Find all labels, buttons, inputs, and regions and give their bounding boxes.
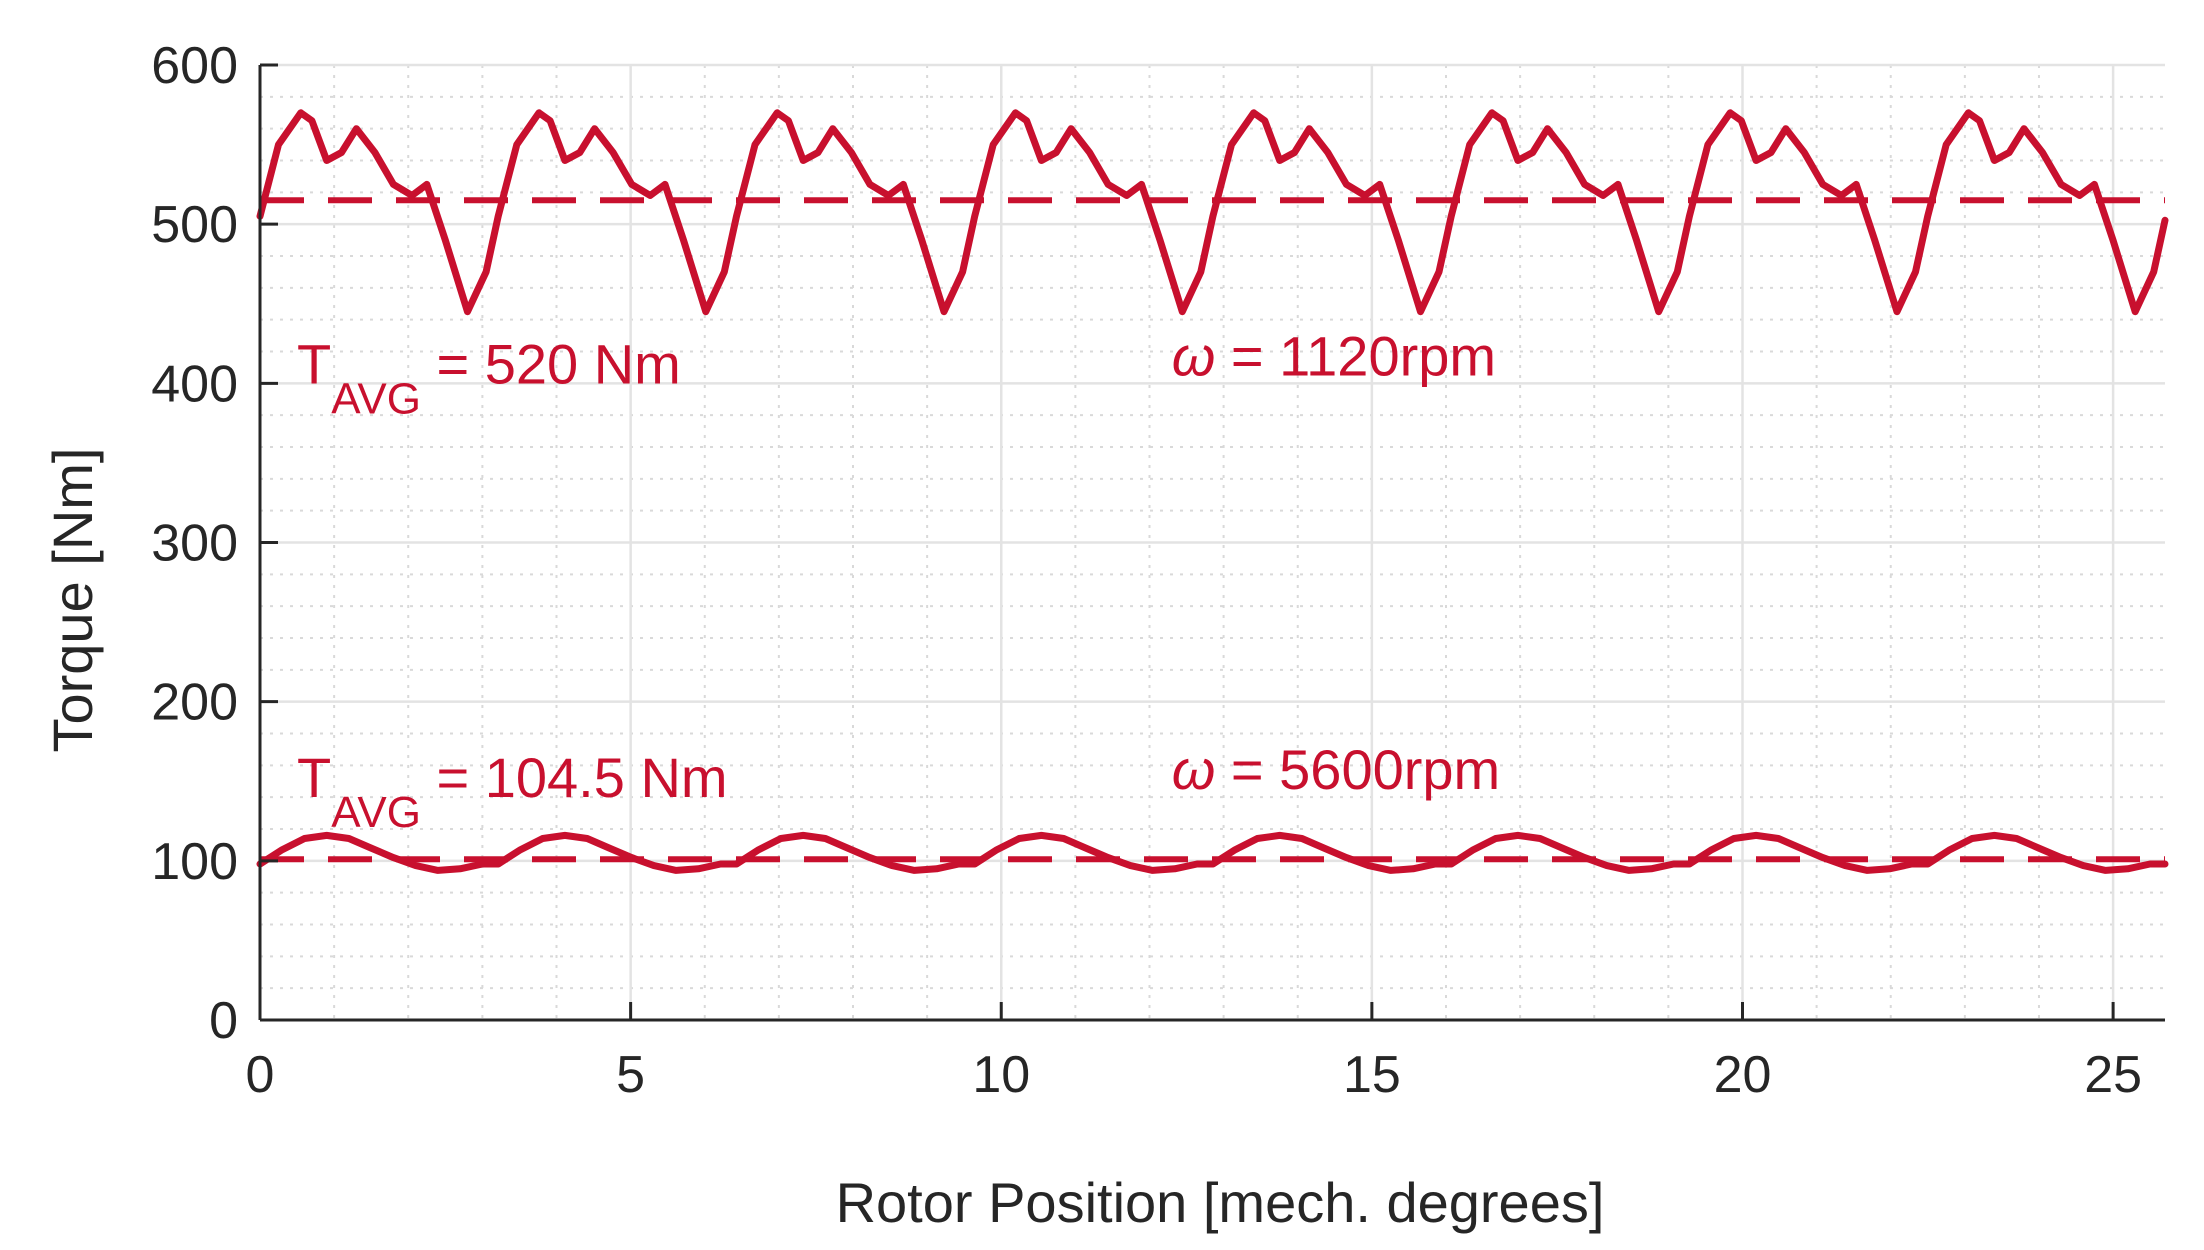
annotation-label: ω = 5600rpm [1172,738,1500,801]
y-tick-label: 200 [151,674,238,732]
x-tick-label: 5 [616,1046,645,1104]
annotation-label: TAVG = 520 Nm [297,332,681,423]
x-tick-label: 20 [1714,1046,1772,1104]
y-tick-label: 400 [151,355,238,413]
axes [258,63,2165,1022]
plot-series [256,109,2169,874]
x-axis-label: Rotor Position [mech. degrees] [836,1171,1605,1234]
y-tick-label: 100 [151,833,238,891]
minor-grid [260,65,2165,1020]
annotation-label: ω = 1120rpm [1172,324,1496,387]
x-tick-label: 15 [1343,1046,1401,1104]
torque-line-1 [256,831,2169,874]
annotation-label: TAVG = 104.5 Nm [297,746,727,837]
y-tick-label: 600 [151,37,238,95]
x-tick-label: 25 [2084,1046,2142,1104]
x-tick-label: 10 [972,1046,1030,1104]
torque-line-0 [256,109,2169,316]
x-tick-label: 0 [246,1046,275,1104]
y-tick-label: 500 [151,196,238,254]
y-tick-label: 0 [209,992,238,1050]
annotations: TAVG = 520 Nm ω = 1120rpm TAVG = 104.5 Nm ω… [297,324,1500,837]
tick-labels: 0 5 10 15 20 25 0 100 200 300 400 500 600 [151,37,2142,1104]
y-axis-label: Torque [Nm] [41,448,104,753]
y-tick-label: 300 [151,515,238,573]
